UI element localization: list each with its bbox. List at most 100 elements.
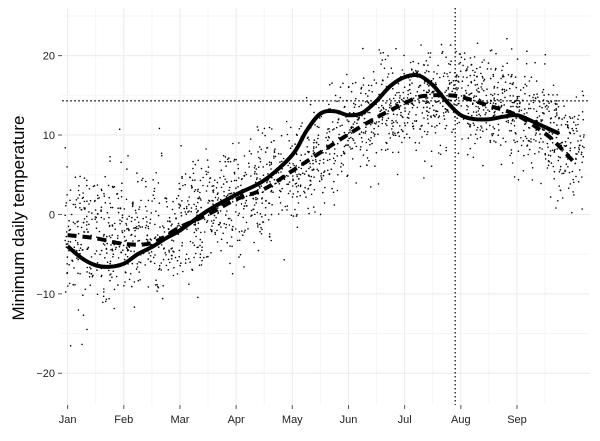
data-point	[472, 96, 475, 99]
data-point	[199, 238, 202, 241]
data-point	[250, 153, 252, 155]
data-point	[403, 103, 406, 106]
data-point	[430, 165, 433, 167]
y-tick-label: 10	[43, 130, 55, 142]
data-point	[475, 89, 478, 91]
data-point	[418, 86, 420, 88]
data-point	[479, 136, 482, 139]
data-point	[348, 112, 351, 114]
data-point	[252, 198, 255, 200]
data-point	[423, 89, 425, 92]
data-point	[350, 90, 353, 93]
data-point	[240, 203, 243, 205]
data-point	[478, 91, 481, 93]
data-point	[441, 52, 443, 54]
data-point	[244, 171, 247, 174]
data-point	[489, 77, 492, 80]
data-point	[206, 220, 209, 222]
data-point	[513, 125, 516, 127]
data-point	[185, 213, 188, 215]
data-point	[86, 215, 88, 218]
data-point	[261, 202, 264, 204]
data-point	[368, 160, 370, 162]
data-point	[538, 115, 541, 117]
data-point	[531, 167, 534, 169]
data-point	[442, 75, 445, 78]
data-point	[413, 120, 416, 122]
data-point	[504, 140, 507, 143]
data-point	[575, 175, 577, 178]
data-point	[553, 150, 556, 152]
x-tick-label: Jan	[59, 414, 77, 426]
data-point	[73, 246, 76, 248]
data-point	[566, 124, 569, 126]
data-point	[164, 252, 166, 254]
data-point	[213, 214, 216, 217]
data-point	[200, 167, 203, 170]
data-point	[117, 257, 120, 259]
data-point	[445, 89, 448, 92]
data-point	[425, 97, 427, 100]
data-point	[505, 120, 508, 123]
data-point	[113, 288, 116, 291]
data-point	[207, 214, 210, 216]
data-point	[152, 256, 155, 259]
data-point	[225, 195, 228, 198]
data-point	[210, 220, 213, 222]
data-point	[297, 202, 300, 204]
data-point	[157, 246, 160, 248]
data-point	[195, 228, 197, 230]
data-point	[187, 200, 189, 202]
data-point	[540, 182, 542, 185]
data-point	[350, 132, 353, 134]
data-point	[451, 90, 454, 93]
data-point	[295, 165, 298, 167]
data-point	[562, 172, 565, 175]
data-point	[117, 235, 119, 237]
data-point	[485, 106, 487, 109]
data-point	[456, 104, 458, 106]
data-point	[374, 133, 376, 136]
data-point	[286, 183, 288, 186]
data-point	[431, 125, 433, 127]
data-point	[72, 203, 75, 206]
data-point	[426, 118, 429, 120]
data-point	[524, 135, 527, 138]
data-point	[138, 224, 140, 227]
data-point	[190, 184, 193, 187]
data-point	[578, 169, 581, 171]
data-point	[259, 178, 261, 180]
data-point	[380, 109, 383, 111]
data-point	[178, 224, 180, 227]
data-point	[185, 205, 188, 208]
data-point	[481, 61, 484, 63]
data-point	[427, 101, 430, 103]
data-point	[541, 148, 543, 150]
data-point	[387, 73, 390, 75]
x-tick-label: Jun	[340, 414, 358, 426]
data-point	[112, 253, 115, 255]
data-point	[404, 107, 406, 109]
data-point	[469, 74, 472, 77]
data-point	[115, 275, 118, 278]
data-point	[134, 229, 136, 232]
data-point	[220, 186, 223, 189]
data-point	[575, 157, 577, 160]
data-point	[102, 235, 105, 237]
data-point	[462, 76, 465, 78]
data-point	[216, 199, 219, 201]
data-point	[247, 228, 249, 230]
data-point	[95, 250, 98, 252]
data-point	[407, 89, 409, 92]
data-point	[238, 231, 241, 233]
data-point	[483, 78, 486, 81]
data-point	[191, 269, 194, 272]
data-point	[433, 71, 435, 73]
data-point	[367, 111, 369, 114]
data-point	[482, 109, 485, 111]
data-point	[421, 112, 424, 114]
data-point	[194, 189, 197, 191]
data-point	[470, 64, 473, 66]
data-point	[562, 149, 564, 151]
data-point	[129, 272, 132, 275]
